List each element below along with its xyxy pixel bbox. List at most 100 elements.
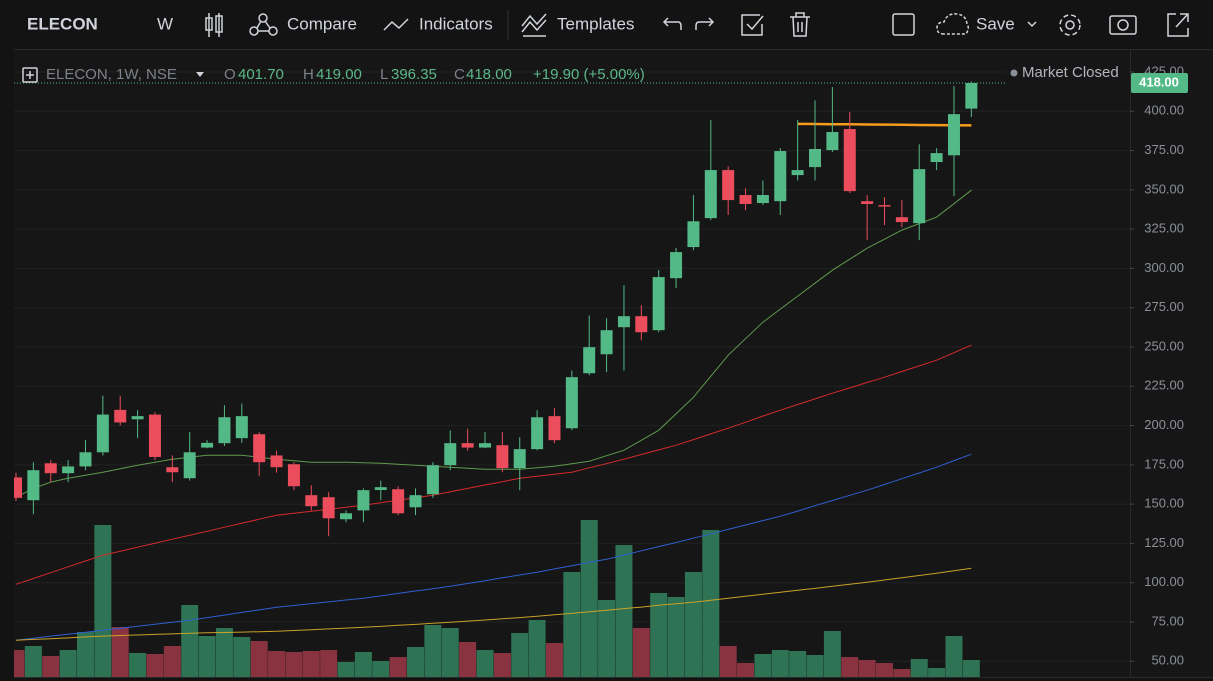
price-axis: 50.00 75.00 100.00 125.00 150.00 175.00 200.00… [1130, 63, 1188, 668]
candle-body [913, 169, 926, 224]
candle-body [253, 434, 266, 463]
symbol-button[interactable]: ELECON [27, 14, 98, 33]
candle-body [600, 330, 613, 355]
candle-body [461, 443, 474, 448]
legend-high: 419.00 [316, 66, 362, 83]
candle-body [843, 129, 856, 192]
candle-body [114, 409, 127, 423]
candle-body [635, 316, 648, 333]
y-tick-label: 200.00 [1144, 417, 1184, 432]
y-tick-label: 100.00 [1144, 574, 1184, 589]
candle-body [947, 114, 960, 156]
volume-bar [146, 654, 164, 677]
chart-type-icon[interactable] [205, 13, 223, 37]
candle-body [374, 487, 387, 490]
trend-line [797, 122, 972, 127]
settings-icon[interactable] [1059, 14, 1081, 36]
templates-icon[interactable] [521, 13, 547, 37]
candle-body [44, 463, 57, 474]
candle-body [895, 217, 908, 223]
fullscreen-icon[interactable] [1167, 13, 1189, 37]
volume-bar [111, 627, 129, 677]
candle-body [791, 170, 804, 176]
candle-body [131, 416, 144, 420]
y-tick-label: 150.00 [1144, 496, 1184, 511]
y-tick-label: 250.00 [1144, 338, 1184, 353]
check-icon[interactable] [741, 14, 764, 36]
legend-low-label: L [380, 66, 388, 83]
volume-bar [598, 600, 616, 677]
legend-expand-icon[interactable] [22, 67, 38, 83]
volume-bar [962, 660, 980, 677]
compare-icon[interactable] [249, 13, 278, 36]
candle-body [426, 465, 439, 495]
candle-body [79, 452, 92, 467]
candle-body [965, 83, 978, 109]
indicators-icon[interactable] [383, 18, 409, 31]
volume-bar [407, 647, 425, 677]
y-tick-label: 275.00 [1144, 299, 1184, 314]
indicators-button[interactable]: Indicators [419, 14, 493, 33]
candle-body [96, 414, 109, 453]
undo-icon[interactable] [662, 17, 682, 30]
save-menu-icon[interactable] [1027, 21, 1037, 28]
y-tick-label: 175.00 [1144, 456, 1184, 471]
volume-bar [24, 646, 42, 677]
candle-body [409, 495, 422, 508]
plot-background [14, 50, 1213, 677]
candle-body [14, 477, 22, 498]
candle-body [305, 495, 318, 507]
legend-menu-icon[interactable] [196, 72, 204, 77]
volume-bar [337, 662, 355, 677]
volume-bar [285, 652, 303, 677]
candle-body [496, 445, 509, 469]
volume-bar [424, 625, 442, 677]
snapshot-icon[interactable] [1109, 15, 1137, 35]
interval-button[interactable]: W [157, 14, 173, 33]
redo-icon[interactable] [695, 17, 715, 30]
candle-body [392, 489, 405, 514]
save-button[interactable]: Save [976, 14, 1015, 33]
legend-open: 401.70 [238, 66, 284, 83]
volume-bar [702, 530, 720, 677]
legend-open-label: O [224, 66, 236, 83]
volume-bar [580, 520, 598, 677]
volume-bar [129, 653, 147, 677]
layout-icon[interactable] [892, 13, 915, 36]
volume-bar [389, 657, 407, 677]
volume-bar [459, 642, 477, 677]
moving-average [15, 189, 972, 498]
volume-bar [215, 628, 233, 677]
trash-icon[interactable] [790, 12, 810, 37]
candle-body [183, 452, 196, 479]
status-background [1006, 64, 1128, 84]
volume-bar [476, 650, 494, 677]
templates-button[interactable]: Templates [557, 14, 634, 33]
volume-bar [493, 653, 511, 677]
candle-body [322, 497, 335, 519]
candle-body [218, 417, 231, 444]
legend-close-label: C [454, 66, 465, 83]
candle-body [861, 201, 874, 204]
volume-bar [42, 656, 60, 677]
moving-average [15, 453, 972, 641]
moving-average [15, 567, 972, 641]
candle-body [513, 449, 526, 469]
volume-bar [233, 637, 251, 677]
compare-button[interactable]: Compare [287, 14, 357, 33]
plot [14, 81, 1130, 677]
volume-bar [14, 650, 25, 677]
y-tick-label: 75.00 [1151, 613, 1184, 628]
volume-bar [528, 620, 546, 677]
legend-low: 396.35 [391, 66, 437, 83]
candle-body [444, 443, 457, 466]
volume-bar [858, 660, 876, 677]
candle-body [704, 170, 717, 219]
volume-bar [511, 633, 529, 677]
candle-body [809, 149, 822, 168]
volume-bar [198, 636, 216, 677]
volume-bar [163, 646, 181, 677]
